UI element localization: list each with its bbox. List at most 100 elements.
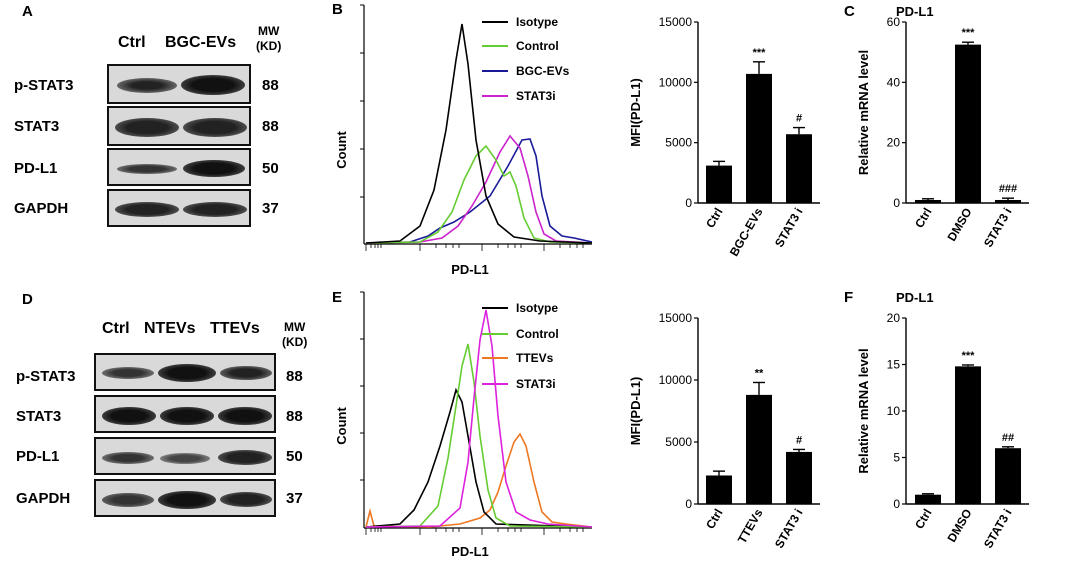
mw-title-line2: (KD) [256, 39, 282, 53]
mw-value: 37 [262, 200, 279, 217]
y-axis-label: Relative mRNA level [856, 348, 871, 473]
y-axis-label: Count [334, 131, 349, 169]
significance-mark: ## [1002, 432, 1014, 444]
significance-mark: ### [999, 183, 1017, 195]
y-tick-label: 15 [887, 358, 901, 372]
y-axis-ticks [360, 291, 364, 481]
blot-label-p-stat3: p-STAT3 [14, 77, 74, 94]
category-label: Ctrl [912, 206, 934, 231]
significance-mark: # [796, 113, 802, 125]
x-axis-ticks [365, 528, 584, 535]
mw-value: 88 [262, 118, 279, 135]
mw-title-line2: (KD) [282, 335, 308, 349]
y-axis-label: Relative mRNA level [856, 50, 871, 175]
category-label: DMSO [944, 206, 974, 244]
legend-label-isotype: Isotype [516, 15, 558, 29]
y-tick-label: 20 [887, 311, 901, 325]
legend-label-ttevs: TTEVs [516, 351, 554, 365]
bar-stat3-i [995, 448, 1021, 504]
lane-label-ttevs: TTEVs [210, 320, 260, 337]
legend-label-bgc-evs: BGC-EVs [516, 64, 570, 78]
y-tick-label: 15000 [659, 15, 693, 29]
bar-ttevs [746, 394, 772, 504]
mw-value: 88 [262, 77, 279, 94]
significance-mark: ** [755, 367, 764, 379]
category-label: STAT3 i [981, 206, 1015, 250]
y-tick-label: 0 [893, 497, 900, 511]
bar-chart-mrna-top: 0 20 40 60 Relative mRNA level C PD-L1 Ctrl *** D… [844, 3, 1029, 250]
lane-label-ctrl: Ctrl [118, 34, 146, 51]
blot-strip-stat3 [107, 106, 251, 146]
mw-value: 88 [286, 408, 303, 425]
legend-label-stat3i: STAT3i [516, 89, 556, 103]
panel-letter: F [844, 289, 853, 306]
category-label: Ctrl [703, 507, 725, 532]
bar-ctrl [706, 475, 732, 504]
y-tick-label: 15000 [659, 311, 693, 325]
lane-label-ctrl: Ctrl [102, 320, 130, 337]
category-label: DMSO [944, 507, 974, 545]
y-tick-label: 10000 [659, 75, 693, 89]
blot-label-p-stat3: p-STAT3 [16, 368, 76, 385]
category-label: BGC-EVs [727, 205, 766, 258]
category-label: STAT3 i [981, 507, 1015, 551]
legend-label-stat3i: STAT3i [516, 377, 556, 391]
y-tick-label: 20 [887, 136, 901, 150]
panel-letter-a: A [22, 3, 33, 20]
legend-label-control: Control [516, 327, 559, 341]
y-tick-label: 5000 [665, 435, 692, 449]
category-label: STAT3 i [772, 507, 806, 551]
x-axis-label: PD-L1 [451, 544, 489, 559]
mw-title: MW (KD) [282, 320, 307, 350]
significance-mark: *** [962, 350, 976, 362]
bar-bgc-evs [746, 73, 772, 204]
mw-title: MW (KD) [256, 24, 281, 54]
histogram-curve-isotype [365, 23, 593, 244]
category-label: Ctrl [703, 206, 725, 231]
histogram-curve-stat3i [365, 309, 593, 528]
category-label: STAT3 i [772, 206, 806, 250]
mw-value: 50 [262, 160, 279, 177]
histogram-curve-bgc-evs [365, 138, 593, 244]
mw-value: 50 [286, 448, 303, 465]
y-tick-label: 5 [893, 451, 900, 465]
lane-label-bgc-evs: BGC-EVs [165, 34, 237, 51]
blot-strip-pd-l1 [107, 148, 251, 186]
legend-label-isotype: Isotype [516, 301, 558, 315]
y-tick-label: 0 [685, 196, 692, 210]
blot-label-stat3: STAT3 [14, 118, 60, 135]
blot-strip-pd-l1 [94, 437, 276, 475]
bar-dmso [955, 366, 981, 504]
y-tick-label: 0 [685, 497, 692, 511]
mw-title-line1: MW [284, 320, 306, 334]
panel-letter-b: B [332, 1, 343, 18]
y-tick-label: 0 [893, 196, 900, 210]
blot-label-gapdh: GAPDH [16, 490, 71, 507]
blot-label-pd-l1: PD-L1 [16, 448, 60, 465]
bar-ctrl [706, 165, 732, 203]
y-axis-label: MFI(PD-L1) [628, 377, 643, 446]
x-axis-label: PD-L1 [451, 262, 489, 277]
significance-mark: # [796, 434, 802, 446]
bar-stat3-i [786, 451, 812, 504]
panel-letter-d: D [22, 291, 33, 308]
bar-dmso [955, 44, 981, 203]
bar-chart-mrna-bottom: 0 5 10 15 20 Relative mRNA level F PD-L1 Ctrl ***… [844, 289, 1029, 551]
panel-letter-e: E [332, 289, 342, 306]
y-axis-ticks [360, 4, 364, 198]
bar-stat3-i [995, 199, 1021, 203]
blot-strip-stat3 [94, 395, 276, 433]
mw-value: 88 [286, 368, 303, 385]
y-tick-label: 60 [887, 15, 901, 29]
y-axis-label: MFI(PD-L1) [628, 78, 643, 147]
y-tick-label: 40 [887, 75, 901, 89]
histogram-curve-control [365, 343, 593, 528]
bar-stat3-i [786, 134, 812, 203]
histogram-curve-isotype [365, 387, 593, 528]
legend-label-control: Control [516, 39, 559, 53]
histogram-curve-stat3i [365, 134, 593, 244]
blot-strip-p-stat3 [107, 64, 251, 104]
significance-mark: *** [753, 47, 767, 59]
blot-strip-p-stat3 [94, 353, 276, 391]
lane-label-ntevs: NTEVs [144, 320, 196, 337]
